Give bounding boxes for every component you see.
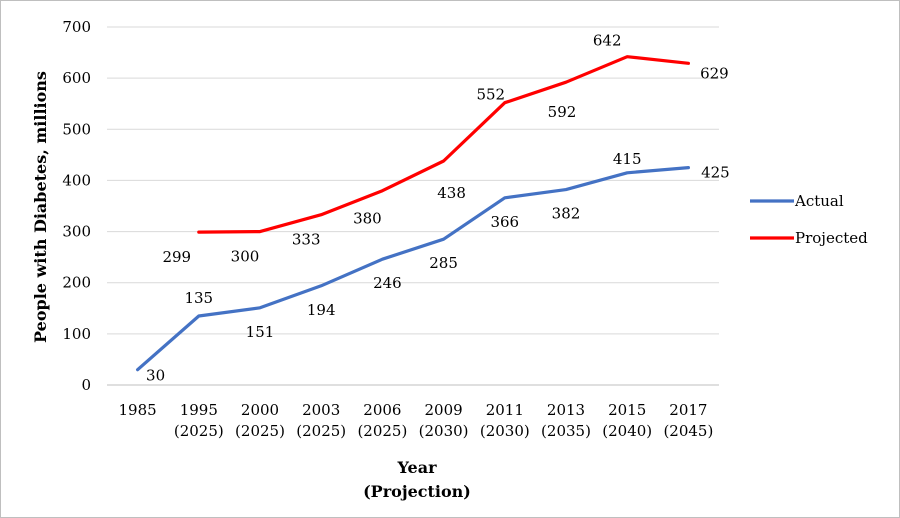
y-axis-title: People with Diabetes, millions [31,71,50,343]
y-tick-label: 500 [62,120,91,138]
x-axis-ticks: 1985 1995 (2025) 2000 (2025) 2003 (2025) 2006 (2… [119,401,714,440]
x-axis-title-line-2: (Projection) [363,482,471,501]
data-label-projected: 333 [292,231,321,249]
x-tick-label: 2000 [241,401,279,419]
data-label-actual: 151 [246,323,275,341]
data-label-projected: 299 [162,248,191,266]
x-tick-label: (2040) [602,422,652,440]
x-tick-label: (2025) [296,422,346,440]
data-label-projected: 438 [437,184,466,202]
x-tick-label: 2006 [363,401,401,419]
data-label-projected: 552 [476,86,505,104]
data-label-actual: 366 [490,213,519,231]
legend-label-projected: Projected [795,229,868,247]
x-tick-label: (2025) [235,422,285,440]
x-tick-label: 2003 [302,401,340,419]
y-tick-label: 200 [62,274,91,292]
x-tick-label: (2035) [541,422,591,440]
legend-label-actual: Actual [794,192,844,210]
y-tick-label: 700 [62,18,91,36]
legend: Actual Projected [750,192,868,247]
x-tick-label: 1985 [119,401,157,419]
x-tick-label: (2045) [663,422,713,440]
y-tick-label: 100 [62,325,91,343]
x-tick-label: (2030) [480,422,530,440]
x-tick-label: 2015 [608,401,646,419]
data-label-projected: 629 [700,64,729,82]
data-label-actual: 30 [146,367,165,385]
series-lines [136,55,690,372]
x-tick-label: 2011 [486,401,524,419]
data-label-actual: 415 [613,150,642,168]
y-tick-label: 0 [81,376,91,394]
data-label-actual: 246 [373,274,402,292]
y-axis-ticks: 0 100 200 300 400 500 600 700 [62,18,91,394]
x-tick-label: 2017 [669,401,707,419]
series-line-actual [136,166,690,372]
y-tick-label: 600 [62,69,91,87]
x-tick-label: (2025) [174,422,224,440]
x-tick-label: (2030) [419,422,469,440]
x-tick-label: 1995 [180,401,218,419]
data-label-projected: 380 [353,210,382,228]
x-tick-label: 2013 [547,401,585,419]
gridlines [107,26,719,386]
x-tick-label: (2025) [357,422,407,440]
series-line-projected [197,55,690,234]
y-tick-label: 300 [62,223,91,241]
data-label-actual: 135 [184,289,213,307]
data-label-projected: 592 [548,103,577,121]
data-label-projected: 300 [231,248,260,266]
data-label-actual: 382 [552,205,581,223]
data-labels: 30 135 151 194 246 285 366 382 415 425 299 300 333 38… [146,32,730,385]
data-label-actual: 425 [701,164,730,182]
data-label-actual: 194 [307,301,336,319]
data-label-projected: 642 [593,32,622,50]
axis-titles: People with Diabetes, millions Year (Pro… [31,71,471,501]
x-tick-label: 2009 [425,401,463,419]
data-label-actual: 285 [429,254,458,272]
y-tick-label: 400 [62,171,91,189]
x-axis-title-line-1: Year [396,458,437,477]
